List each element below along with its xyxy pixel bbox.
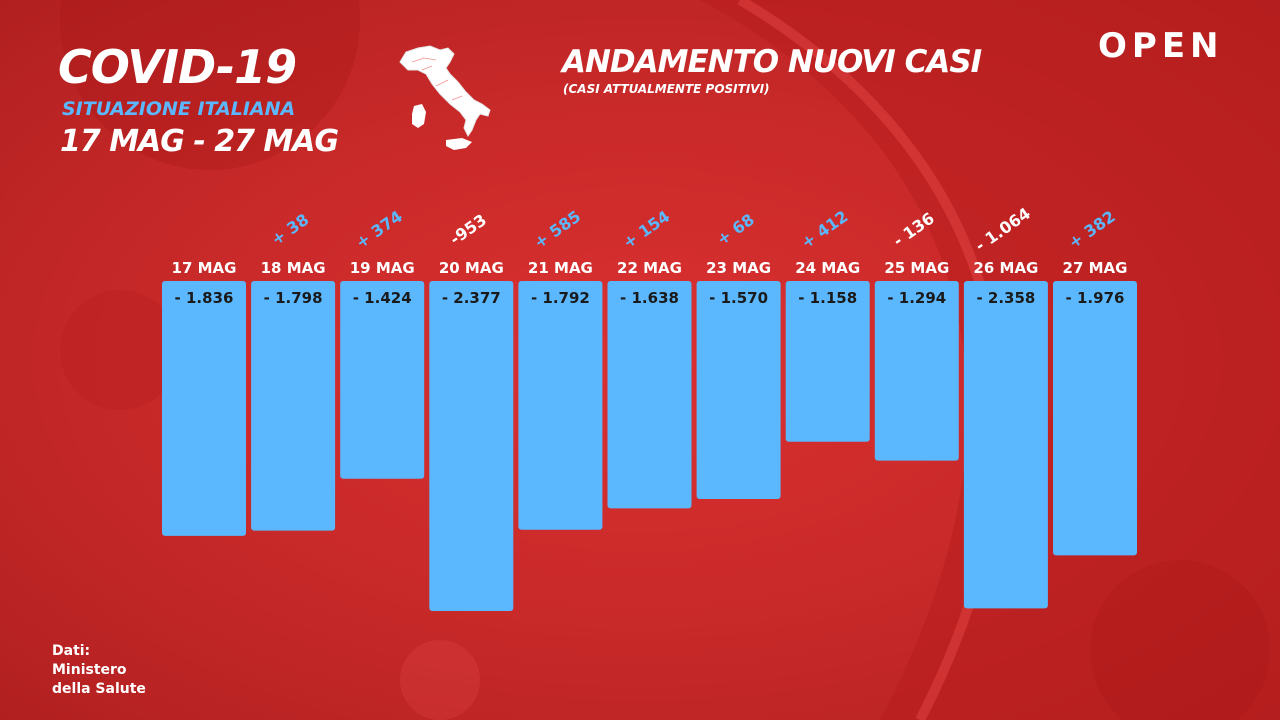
change-label: + 382	[1065, 207, 1119, 253]
bar-value-label: - 1.638	[620, 289, 679, 307]
bar-4	[429, 281, 514, 611]
category-label: 20 MAG	[439, 259, 504, 277]
bar-10	[963, 281, 1048, 609]
category-label: 18 MAG	[261, 259, 326, 277]
bar-8	[785, 281, 870, 442]
bar-3	[340, 281, 425, 479]
bar-value-label: - 1.792	[531, 289, 590, 307]
category-label: 25 MAG	[884, 259, 949, 277]
source-line-2: Ministero	[52, 662, 127, 678]
change-label: + 374	[352, 207, 406, 253]
category-label: 27 MAG	[1063, 259, 1128, 277]
category-label: 22 MAG	[617, 259, 682, 277]
change-label: + 68	[713, 210, 758, 249]
change-label: + 412	[798, 207, 852, 253]
source-line-3: della Salute	[52, 681, 146, 697]
source-note: Dati: Ministero della Salute	[52, 642, 146, 699]
chart-subtitle: (CASI ATTUALMENTE POSITIVI)	[563, 82, 770, 96]
bar-value-label: - 1.798	[264, 289, 323, 307]
change-label: - 1.064	[972, 204, 1034, 256]
change-label: + 585	[530, 207, 584, 253]
category-label: 24 MAG	[795, 259, 860, 277]
bar-11	[1053, 281, 1137, 556]
bar-value-label: - 1.424	[353, 289, 412, 307]
category-label: 26 MAG	[973, 259, 1038, 277]
category-label: 17 MAG	[172, 259, 237, 277]
category-label: 23 MAG	[706, 259, 771, 277]
bar-value-label: - 2.358	[976, 289, 1035, 307]
main-title: COVID-19	[58, 40, 297, 94]
change-label: + 154	[619, 207, 673, 253]
change-label: -953	[446, 210, 490, 249]
bar-7	[696, 281, 781, 499]
brand-logo: OPEN	[1098, 26, 1224, 66]
bar-value-label: - 1.836	[175, 289, 234, 307]
source-line-1: Dati:	[52, 643, 91, 659]
change-label: - 136	[890, 209, 938, 251]
bar-6	[607, 281, 692, 509]
category-label: 21 MAG	[528, 259, 593, 277]
change-label: + 38	[268, 210, 313, 249]
bar-value-label: - 1.570	[709, 289, 768, 307]
date-range: 17 MAG - 27 MAG	[60, 124, 339, 159]
category-label: 19 MAG	[350, 259, 415, 277]
bar-2	[251, 281, 336, 531]
bar-value-label: - 1.976	[1066, 289, 1125, 307]
bar-value-label: - 1.158	[798, 289, 857, 307]
bar-1	[162, 281, 246, 536]
bar-value-label: - 1.294	[887, 289, 946, 307]
subtitle: SITUAZIONE ITALIANA	[62, 98, 296, 120]
bar-value-label: - 2.377	[442, 289, 501, 307]
italy-map-icon	[399, 45, 491, 150]
chart-title: ANDAMENTO NUOVI CASI	[562, 44, 982, 80]
bar-9	[874, 281, 959, 461]
bar-5	[518, 281, 603, 530]
